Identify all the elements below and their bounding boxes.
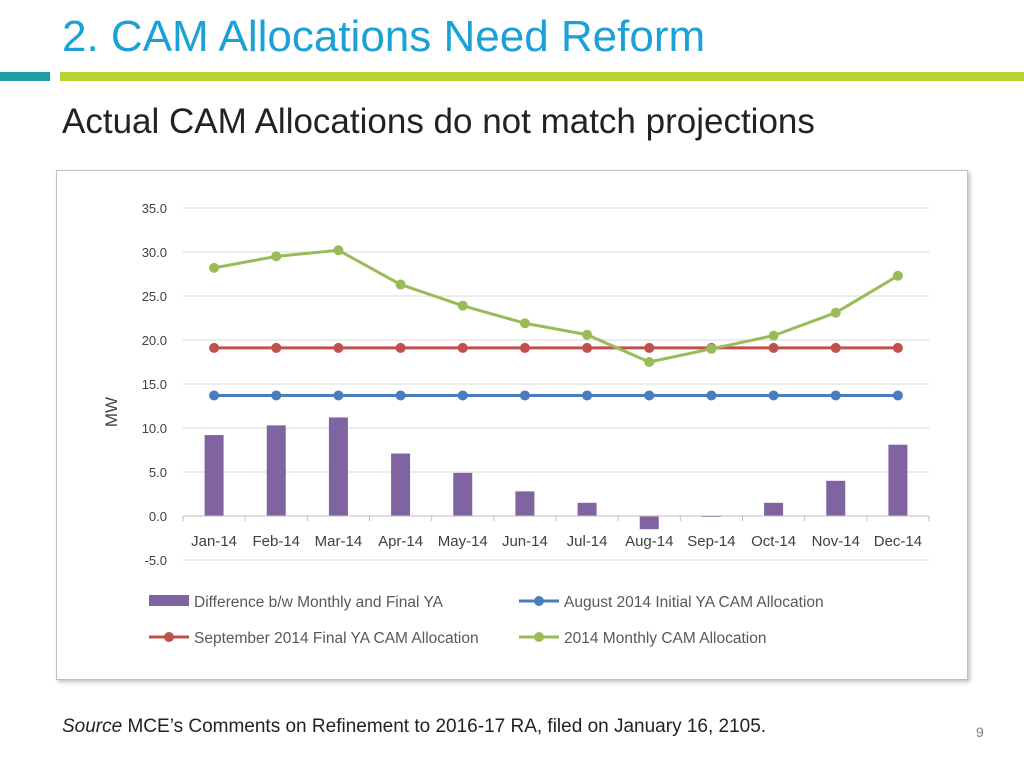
x-tick-label: Nov-14	[812, 533, 860, 550]
bar-difference	[764, 502, 784, 516]
y-tick-label: 15.0	[142, 377, 167, 392]
data-point	[519, 318, 530, 329]
y-tick-label: -5.0	[145, 553, 167, 568]
x-tick-label: Jun-14	[502, 533, 548, 550]
data-point	[209, 390, 220, 401]
bar-difference	[328, 417, 348, 516]
data-point	[333, 390, 344, 401]
cam-allocation-chart: 35.0 30.0 25.0 20.0 15.0 10.0 5.0 0.0 -5.0 MW Jan-…	[102, 201, 930, 647]
page-number: 9	[976, 724, 984, 740]
accent-bar-green	[60, 72, 1024, 81]
data-point	[395, 390, 406, 401]
bar-difference	[888, 444, 908, 516]
data-point	[271, 251, 282, 262]
x-tick-label: Dec-14	[874, 533, 922, 550]
data-point	[892, 270, 903, 281]
y-axis-title: MW	[102, 397, 121, 427]
slide-title: 2. CAM Allocations Need Reform	[62, 12, 706, 61]
x-tick-label: Aug-14	[625, 533, 673, 550]
data-point	[271, 390, 282, 401]
data-point	[333, 342, 344, 353]
x-tick-label: Jul-14	[567, 533, 608, 550]
data-point	[892, 342, 903, 353]
data-point	[209, 262, 220, 273]
x-tick-label: May-14	[438, 533, 488, 550]
data-point	[395, 342, 406, 353]
legend-swatch-marker	[164, 632, 174, 642]
bar-difference	[266, 425, 286, 516]
y-tick-label: 25.0	[142, 289, 167, 304]
data-point	[519, 390, 530, 401]
data-point	[519, 342, 530, 353]
data-point	[457, 342, 468, 353]
y-tick-label: 35.0	[142, 201, 167, 216]
data-point	[768, 330, 779, 341]
bar-difference	[639, 516, 659, 530]
data-point	[644, 342, 655, 353]
data-point	[395, 279, 406, 290]
data-point	[582, 342, 593, 353]
legend-label: September 2014 Final YA CAM Allocation	[194, 630, 479, 647]
y-tick-label: 10.0	[142, 421, 167, 436]
data-point	[706, 390, 717, 401]
x-tick-label: Feb-14	[252, 533, 300, 550]
data-point	[333, 245, 344, 256]
bar-difference	[826, 480, 846, 516]
series-line	[213, 248, 899, 364]
data-point	[457, 390, 468, 401]
data-point	[582, 390, 593, 401]
source-label: Source	[62, 716, 123, 737]
chart-frame: 35.0 30.0 25.0 20.0 15.0 10.0 5.0 0.0 -5.0 MW Jan-…	[56, 170, 968, 680]
data-point	[644, 390, 655, 401]
data-point	[457, 300, 468, 311]
x-tick-label: Mar-14	[315, 533, 363, 550]
bar-difference	[204, 435, 224, 516]
legend-swatch-marker	[534, 632, 544, 642]
data-point	[644, 357, 655, 367]
y-tick-label: 20.0	[142, 333, 167, 348]
data-point	[768, 342, 779, 353]
legend-swatch-marker	[534, 596, 544, 606]
y-tick-label: 30.0	[142, 245, 167, 260]
data-point	[582, 329, 593, 340]
y-tick-label: 5.0	[149, 465, 167, 480]
bar-difference	[577, 502, 597, 516]
data-point	[706, 343, 717, 354]
y-tick-label: 0.0	[149, 509, 167, 524]
x-tick-label: Oct-14	[751, 533, 796, 550]
data-point	[830, 342, 841, 353]
source-text: MCE’s Comments on Refinement to 2016-17 …	[122, 716, 767, 737]
data-point	[830, 390, 841, 401]
data-point	[271, 342, 282, 353]
legend-label: August 2014 Initial YA CAM Allocation	[564, 594, 824, 611]
data-point	[892, 390, 903, 401]
slide-subtitle: Actual CAM Allocations do not match proj…	[62, 102, 815, 141]
accent-bar-teal	[0, 72, 50, 81]
bar-difference	[391, 453, 411, 516]
data-point	[768, 390, 779, 401]
data-point	[830, 307, 841, 318]
x-tick-label: Sep-14	[687, 533, 735, 550]
x-tick-label: Jan-14	[191, 533, 237, 550]
source-note: Source MCE’s Comments on Refinement to 2…	[62, 716, 766, 738]
legend-label: 2014 Monthly CAM Allocation	[564, 630, 766, 647]
x-tick-label: Apr-14	[378, 533, 423, 550]
legend-swatch-bar	[149, 595, 189, 606]
bar-difference	[453, 472, 473, 516]
bar-difference	[515, 491, 535, 516]
data-point	[209, 342, 220, 353]
legend-label: Difference b/w Monthly and Final YA	[194, 594, 444, 611]
